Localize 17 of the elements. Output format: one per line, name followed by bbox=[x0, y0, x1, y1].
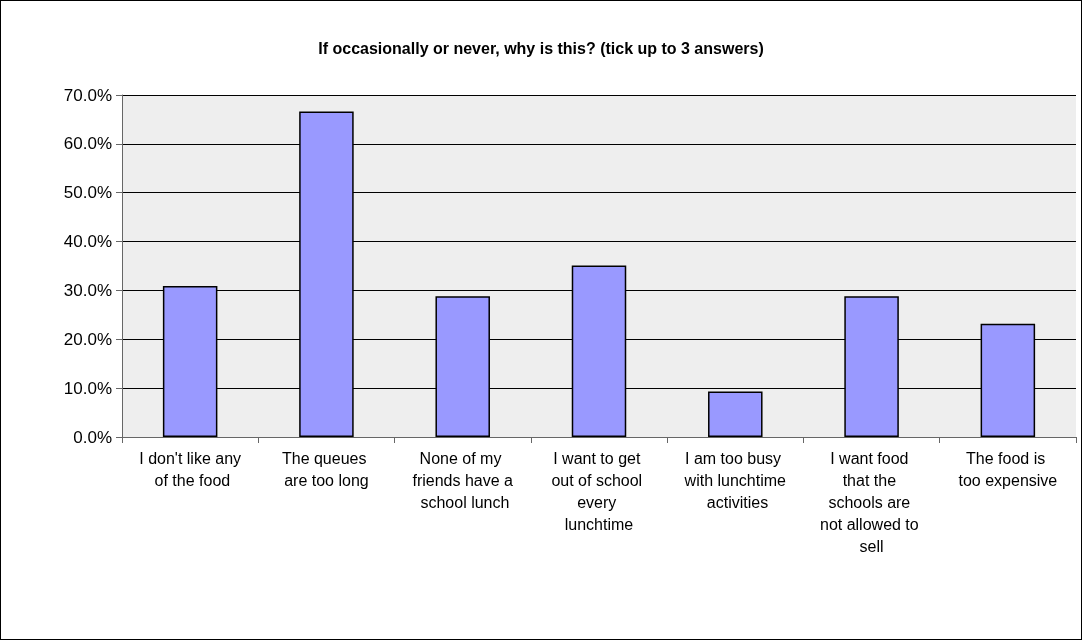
x-tick-label: I am too busy with lunchtime activities bbox=[683, 449, 787, 511]
chart-title: If occasionally or never, why is this? (tick up to 3 answers) bbox=[318, 39, 764, 57]
y-tick-label: 70.0% bbox=[63, 85, 112, 105]
y-tick-label: 60.0% bbox=[63, 134, 112, 154]
y-tick-label: 40.0% bbox=[63, 232, 112, 252]
x-tick-label: I don't like any of the food bbox=[139, 449, 242, 489]
x-tick-label: I want to get out of school every lunchtime bbox=[551, 449, 647, 533]
x-tick-label: The queues are too long bbox=[281, 449, 371, 489]
x-tick-label: None of my friends have a school lunch bbox=[412, 449, 514, 511]
y-tick-label: 30.0% bbox=[63, 280, 112, 300]
y-tick-label: 50.0% bbox=[63, 183, 112, 203]
y-tick-label: 20.0% bbox=[63, 329, 112, 349]
bar bbox=[708, 391, 763, 437]
x-tick-label: I want food that the schools are not allowed to sell bbox=[819, 449, 924, 555]
y-tick-label: 10.0% bbox=[63, 378, 112, 398]
x-tick-label: The food is too expensive bbox=[958, 449, 1058, 489]
y-tick-label: 0.0% bbox=[73, 427, 112, 447]
